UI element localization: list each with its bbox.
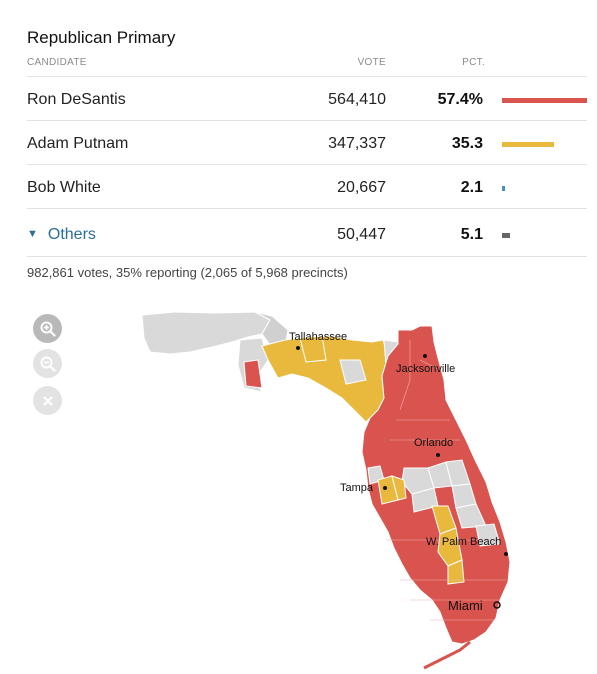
candidate-name: Others (47, 226, 96, 243)
candidate-pct: 2.1 (460, 179, 483, 196)
city-dot (423, 354, 427, 358)
close-icon (42, 395, 53, 406)
pct-bar (502, 233, 510, 238)
city-label: W. Palm Beach (426, 536, 501, 548)
zoom-in-button[interactable] (33, 314, 62, 343)
candidate-row: Ron DeSantis 564,410 57.4% (27, 79, 587, 122)
candidate-row: Adam Putnam 347,337 35.3 (27, 123, 587, 166)
zoom-out-button[interactable] (33, 349, 62, 378)
vote-header: VOTE (357, 57, 386, 68)
candidate-vote: 564,410 (328, 91, 386, 108)
candidate-vote: 20,667 (337, 179, 386, 196)
city-dot (493, 601, 501, 609)
city-dot (383, 486, 387, 490)
county-region (423, 640, 471, 670)
candidate-vote: 50,447 (337, 226, 386, 243)
divider (27, 120, 587, 121)
county-region (391, 475, 407, 501)
candidate-row: Bob White 20,667 2.1 (27, 167, 587, 210)
reporting-status: 982,861 votes, 35% reporting (2,065 of 5… (27, 265, 348, 280)
race-title: Republican Primary (27, 28, 176, 47)
candidate-name: Adam Putnam (27, 135, 129, 152)
pct-header: PCT. (462, 57, 485, 68)
county-region (261, 335, 389, 423)
others-row[interactable]: ▼ Others 50,447 5.1 (27, 214, 587, 257)
candidate-pct: 5.1 (460, 226, 483, 243)
candidate-header: CANDIDATE (27, 57, 87, 68)
county-region (339, 359, 367, 385)
county-region (243, 359, 263, 389)
city-label: Jacksonville (396, 363, 455, 375)
divider (27, 76, 587, 77)
pct-bar (502, 186, 505, 191)
city-dot (504, 552, 508, 556)
zoom-out-icon (40, 356, 56, 372)
candidate-name: Ron DeSantis (27, 91, 126, 108)
divider (27, 208, 587, 209)
candidate-pct: 35.3 (451, 135, 483, 152)
city-label: Miami (448, 598, 483, 613)
pct-bar (502, 142, 554, 147)
candidate-name: Bob White (27, 179, 101, 196)
county-region (447, 559, 465, 585)
zoom-in-icon (40, 321, 56, 337)
candidate-vote: 347,337 (328, 135, 386, 152)
county-region (475, 523, 501, 547)
candidate-pct: 57.4% (437, 91, 483, 108)
others-toggle[interactable]: ▼ Others (27, 226, 96, 244)
city-label: Tallahassee (289, 331, 347, 343)
expand-triangle-icon: ▼ (27, 228, 38, 240)
city-dot (296, 346, 300, 350)
divider (27, 256, 587, 257)
divider (27, 164, 587, 165)
city-label: Tampa (340, 482, 374, 494)
county-region (299, 335, 327, 363)
city-label: Orlando (414, 437, 453, 449)
reset-map-button[interactable] (33, 386, 62, 415)
city-dot (436, 453, 440, 457)
florida-county-map[interactable]: Tallahassee Jacksonville Orlando Tampa W… (0, 300, 597, 674)
pct-bar (502, 98, 587, 103)
